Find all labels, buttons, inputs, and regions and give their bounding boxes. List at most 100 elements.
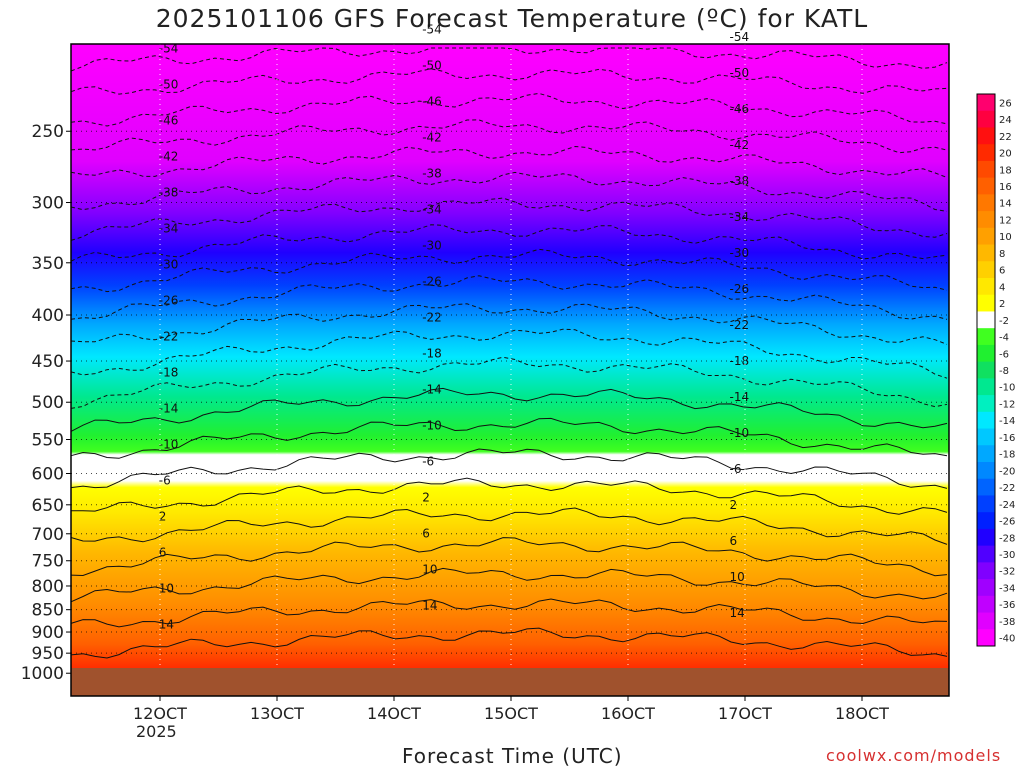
contour-label: -6 [159,474,171,488]
contour-line [70,627,948,659]
y-tick-label: 600 [32,465,64,485]
colorbar-tick-label: -8 [999,366,1009,377]
y-axis: 2503003504004505005506006507007508008509… [21,122,71,684]
colorbar-swatch [977,395,995,413]
colorbar-tick-label: -32 [999,567,1015,578]
colorbar-swatch [977,344,995,363]
colorbar-swatch [977,612,995,630]
colorbar-swatch [977,478,995,496]
contour-label: -22 [730,318,750,332]
contour-label: -34 [422,202,442,216]
colorbar-tick-label: -24 [999,500,1015,511]
contour-line [70,598,948,628]
colorbar-tick-label: -18 [999,450,1015,461]
temperature-field [71,44,949,696]
colorbar-frame [976,93,996,647]
y-tick-label: 850 [32,601,64,621]
colorbar-swatch [977,411,995,430]
contour-label: 14 [159,618,174,632]
credit-link[interactable]: coolwx.com/models [826,746,1002,765]
colorbar: 26 24 22 20 18 16 14 12 10 8 6 4 2 -2 -4 -6 -8 -10 -12 -14 -… [976,93,1015,647]
contour-line [70,507,948,545]
y-tick-label: 400 [32,306,64,326]
colorbar-tick-label: 4 [999,282,1005,293]
contour-label: -30 [159,258,179,272]
colorbar-tick-label: 18 [999,165,1012,176]
colorbar-swatch [977,528,995,547]
contour-label: -10 [422,418,442,432]
colorbar-tick-label: -14 [999,416,1015,427]
contour-label: -6 [422,454,434,468]
colorbar-swatch [977,160,995,179]
contour-label: -50 [422,58,442,72]
colorbar-swatch [977,378,995,396]
contour-label: -18 [730,354,750,368]
colorbar-tick-label: -34 [999,583,1015,594]
colorbar-swatch [977,127,995,145]
field-gradient [71,44,949,696]
colorbar-swatch [977,512,995,530]
colorbar-swatch [977,294,995,312]
colorbar-tick-label: 12 [999,215,1012,226]
colorbar-tick-label: 8 [999,249,1005,260]
colorbar-swatch [977,177,995,195]
contour-label: -14 [422,382,442,396]
x-tick-label: 12OCT [133,704,187,723]
contour-label: -26 [422,274,442,288]
colorbar-swatch [977,562,995,580]
colorbar-tick-label: 22 [999,132,1012,143]
contour-label: 10 [422,562,437,576]
colorbar-tick-label: -12 [999,399,1015,410]
colorbar-swatch [977,579,995,597]
contour-line [70,303,948,345]
y-tick-label: 800 [32,577,64,597]
colorbar-tick-label: 14 [999,199,1012,210]
contour-label: -54 [730,30,750,44]
y-tick-label: 900 [32,623,64,643]
contour-label: -46 [159,114,179,128]
contour-label: -22 [422,310,442,324]
contour-label: -54 [159,42,179,56]
y-tick-label: 650 [32,496,64,516]
colorbar-swatch [977,495,995,513]
colorbar-tick-label: -20 [999,466,1015,477]
x-tick-label: 14OCT [367,704,421,723]
contour-label: 2 [422,490,430,504]
y-tick-label: 700 [32,525,64,545]
contour-label: -38 [730,174,750,188]
x-tick-label: 15OCT [484,704,538,723]
colorbar-tick-label: -4 [999,333,1009,344]
colorbar-tick-label: -26 [999,517,1015,528]
contour-label: 2 [159,510,167,524]
contour-line [70,537,948,577]
colorbar-tick-label: 10 [999,232,1012,243]
contour-label: -38 [422,166,442,180]
contour-label: -46 [422,94,442,108]
contour-label: 10 [159,582,174,596]
colorbar-tick-label: 24 [999,115,1012,126]
x-axis-year: 2025 [136,722,177,741]
contour-line [70,119,948,154]
colorbar-tick-label: -22 [999,483,1015,494]
contour-label: 2 [730,498,738,512]
contour-label: -30 [422,238,442,252]
contour-line [70,47,948,72]
colorbar-tick-label: 16 [999,182,1012,193]
contour-label: -42 [730,138,750,152]
colorbar-tick-label: -28 [999,533,1015,544]
y-tick-label: 250 [32,122,64,142]
contour-label: 10 [730,570,745,584]
contour-label: -42 [159,150,179,164]
colorbar-tick-label: 6 [999,266,1005,277]
colorbar-swatch [977,311,995,329]
colorbar-swatch [977,462,995,480]
contour-line [70,224,948,262]
colorbar-tick-label: -2 [999,316,1009,327]
x-axis-label: Forecast Time (UTC) [402,744,623,768]
contour-line [70,417,948,459]
contour-label: -18 [422,346,442,360]
contour-label: -6 [730,462,742,476]
contour-label: -22 [159,330,179,344]
contour-line [70,567,948,603]
contour-label: -26 [159,294,179,308]
